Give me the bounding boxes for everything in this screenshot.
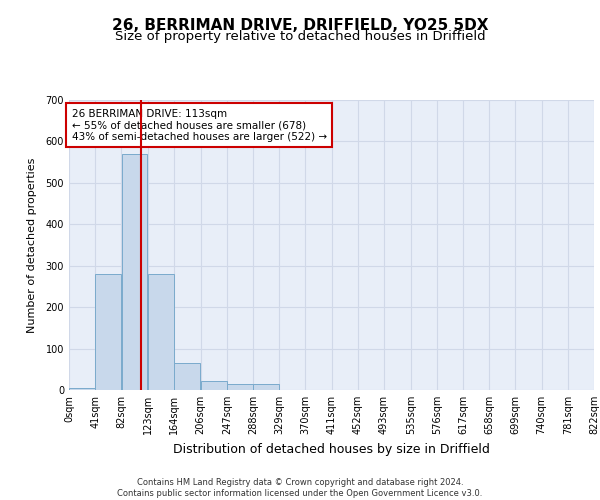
Text: 26 BERRIMAN DRIVE: 113sqm
← 55% of detached houses are smaller (678)
43% of semi: 26 BERRIMAN DRIVE: 113sqm ← 55% of detac… <box>71 108 327 142</box>
Bar <box>148 274 173 390</box>
Y-axis label: Number of detached properties: Number of detached properties <box>28 158 37 332</box>
X-axis label: Distribution of detached houses by size in Driffield: Distribution of detached houses by size … <box>173 442 490 456</box>
Bar <box>95 274 121 390</box>
Bar <box>201 381 227 390</box>
Bar <box>227 384 253 390</box>
Bar <box>174 363 200 390</box>
Bar <box>253 384 279 390</box>
Text: Size of property relative to detached houses in Driffield: Size of property relative to detached ho… <box>115 30 485 43</box>
Text: 26, BERRIMAN DRIVE, DRIFFIELD, YO25 5DX: 26, BERRIMAN DRIVE, DRIFFIELD, YO25 5DX <box>112 18 488 32</box>
Text: Contains HM Land Registry data © Crown copyright and database right 2024.
Contai: Contains HM Land Registry data © Crown c… <box>118 478 482 498</box>
Bar <box>122 154 148 390</box>
Bar <box>69 388 95 390</box>
